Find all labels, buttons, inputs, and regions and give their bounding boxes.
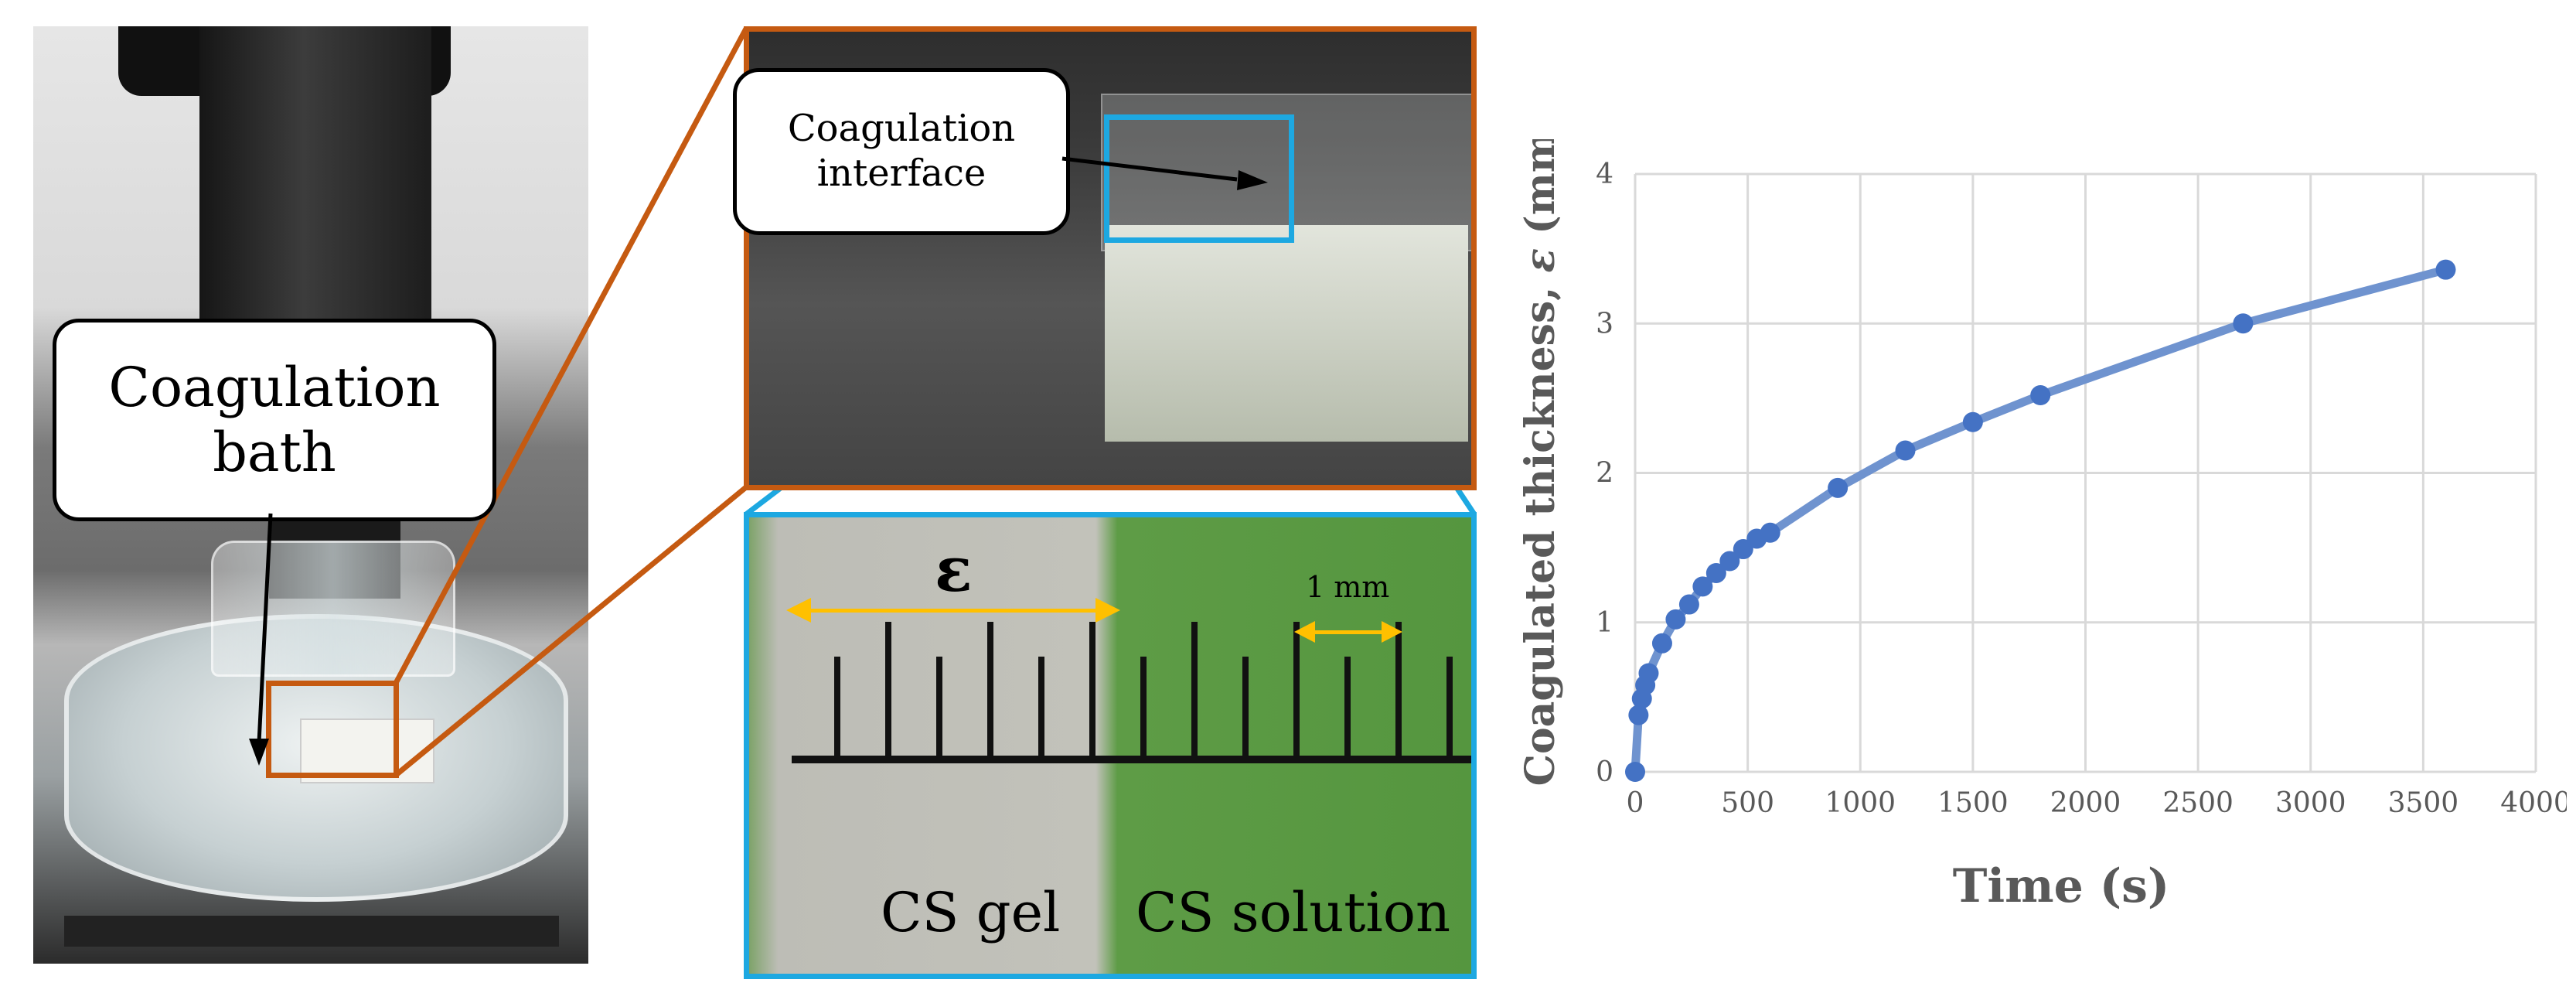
- data-point: [1760, 522, 1780, 543]
- y-axis-label: Coagulated thickness, ε (mm): [1517, 139, 1564, 786]
- y-tick-label: 0: [1596, 756, 1613, 788]
- series-points: [1625, 259, 2456, 782]
- x-tick-label: 2500: [2162, 787, 2234, 819]
- zoom-region-orange: [266, 681, 399, 778]
- ruler-tick: [1293, 622, 1300, 757]
- ruler-tick: [987, 622, 993, 757]
- chart-grid: [1634, 172, 2537, 773]
- data-point: [2030, 385, 2051, 406]
- data-point: [1828, 477, 1849, 498]
- x-tick-label: 500: [1721, 787, 1774, 819]
- coagulation-bath-callout: Coagulation bath: [53, 319, 496, 521]
- ruler-tick: [1191, 622, 1198, 757]
- scale-arrow: [1306, 630, 1391, 634]
- microscope-body: [199, 26, 431, 320]
- x-tick-label: 2000: [2050, 787, 2121, 819]
- data-point: [1719, 551, 1740, 572]
- data-point: [1962, 411, 1983, 432]
- data-point: [2233, 313, 2254, 334]
- y-axis-label-prefix: Coagulated thickness,: [1517, 273, 1564, 787]
- connector-orange-bottom: [393, 485, 748, 778]
- ruler-tick: [834, 657, 840, 757]
- y-tick-label: 4: [1596, 159, 1613, 190]
- data-point: [1692, 576, 1713, 597]
- data-point: [1651, 633, 1672, 654]
- coagulation-bath-label: Coagulation bath: [108, 356, 441, 484]
- x-tick-label: 1000: [1825, 787, 1896, 819]
- ruler-tick: [1344, 657, 1351, 757]
- x-axis-label: Time (s): [1953, 859, 2170, 913]
- connector-orange-top: [392, 27, 749, 686]
- y-axis-label-symbol: ε: [1517, 248, 1564, 273]
- y-tick-label: 1: [1596, 607, 1613, 639]
- ruler-tick: [1140, 657, 1147, 757]
- ruler: [64, 916, 559, 947]
- epsilon-arrow: [796, 609, 1109, 613]
- gel-strip: [1105, 225, 1468, 442]
- bottle: [211, 541, 455, 677]
- ruler-tick: [936, 657, 942, 757]
- coagulation-interface-callout: Coagulation interface: [733, 68, 1070, 235]
- ruler-tick: [1395, 622, 1402, 757]
- data-point: [1705, 562, 1726, 583]
- zoom-region-blue: [1104, 114, 1294, 243]
- arrow-heads: [786, 598, 1402, 643]
- x-tick-label: 1500: [1937, 787, 2009, 819]
- ruler-baseline: [792, 756, 1471, 763]
- ruler-tick: [1089, 622, 1095, 757]
- data-point: [1733, 539, 1753, 560]
- ruler-closeup-photo: ε 1 mm CS gel CS solution: [744, 512, 1477, 979]
- data-point: [1628, 705, 1649, 725]
- ruler-tick: [1446, 657, 1453, 757]
- x-tick-label: 0: [1627, 787, 1644, 819]
- x-tick-label: 4000: [2500, 787, 2567, 819]
- ruler-tick: [1038, 657, 1044, 757]
- data-point: [1625, 762, 1645, 782]
- y-tick-label: 2: [1596, 458, 1613, 490]
- x-tick-label: 3500: [2388, 787, 2459, 819]
- series-line: [1630, 265, 2450, 776]
- thickness-chart: 0 500 1000 1500 2000 2500 3000 3500 4000 0 1 2 3 4 Ti…: [1517, 139, 2567, 913]
- scale-label: 1 mm: [1306, 570, 1390, 604]
- cs-gel-label: CS gel: [881, 881, 1061, 944]
- data-point: [2435, 259, 2456, 280]
- data-point: [1895, 440, 1916, 461]
- y-axis-label-suffix: (mm): [1517, 139, 1564, 248]
- epsilon-symbol: ε: [935, 533, 973, 606]
- data-point: [1638, 663, 1659, 684]
- chart-tick-labels: 0 500 1000 1500 2000 2500 3000 3500 4000 0 1 2 3 4: [1596, 159, 2567, 819]
- ruler-tick: [1242, 657, 1249, 757]
- y-tick-label: 3: [1596, 308, 1613, 340]
- cs-solution-label: CS solution: [1136, 881, 1451, 944]
- data-point: [1678, 594, 1699, 615]
- x-tick-label: 3000: [2275, 787, 2346, 819]
- data-point: [1665, 609, 1686, 630]
- ruler-tick: [885, 622, 891, 757]
- coagulation-interface-label: Coagulation interface: [787, 107, 1016, 195]
